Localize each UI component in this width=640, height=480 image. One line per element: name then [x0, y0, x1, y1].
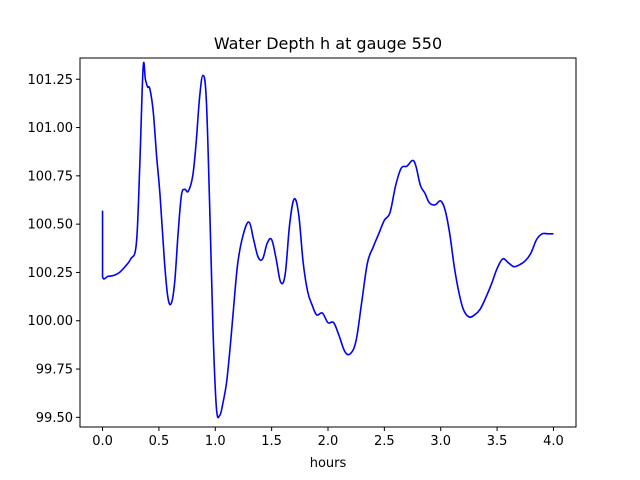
- chart-title: Water Depth h at gauge 550: [214, 34, 442, 53]
- y-tick-label: 101.00: [28, 121, 74, 136]
- x-axis-ticks: 0.0 0.5 1.0 1.5 2.0 2.5 3.0 3.5 4.0: [92, 427, 564, 449]
- y-tick-label: 99.50: [36, 411, 73, 426]
- y-tick-label: 100.75: [28, 169, 74, 184]
- x-axis-label: hours: [310, 456, 347, 471]
- y-axis-ticks: 99.50 99.75 100.00 100.25 100.50 100.75 101.00…: [28, 73, 80, 426]
- y-tick-label: 101.25: [28, 73, 74, 88]
- x-tick-label: 3.5: [487, 434, 508, 449]
- x-tick-label: 2.0: [318, 434, 339, 449]
- plot-layer: [101, 61, 554, 419]
- y-tick-label: 100.25: [28, 266, 74, 281]
- y-tick-label: 99.75: [36, 363, 73, 378]
- y-tick-label: 100.00: [28, 314, 74, 329]
- y-tick-label: 100.50: [28, 218, 74, 233]
- x-tick-label: 0.0: [92, 434, 113, 449]
- x-tick-label: 2.5: [374, 434, 395, 449]
- x-tick-label: 3.0: [430, 434, 451, 449]
- x-tick-label: 0.5: [149, 434, 170, 449]
- series-line: [101, 61, 554, 419]
- x-tick-label: 1.5: [261, 434, 282, 449]
- x-tick-label: 1.0: [205, 434, 226, 449]
- x-tick-label: 4.0: [543, 434, 564, 449]
